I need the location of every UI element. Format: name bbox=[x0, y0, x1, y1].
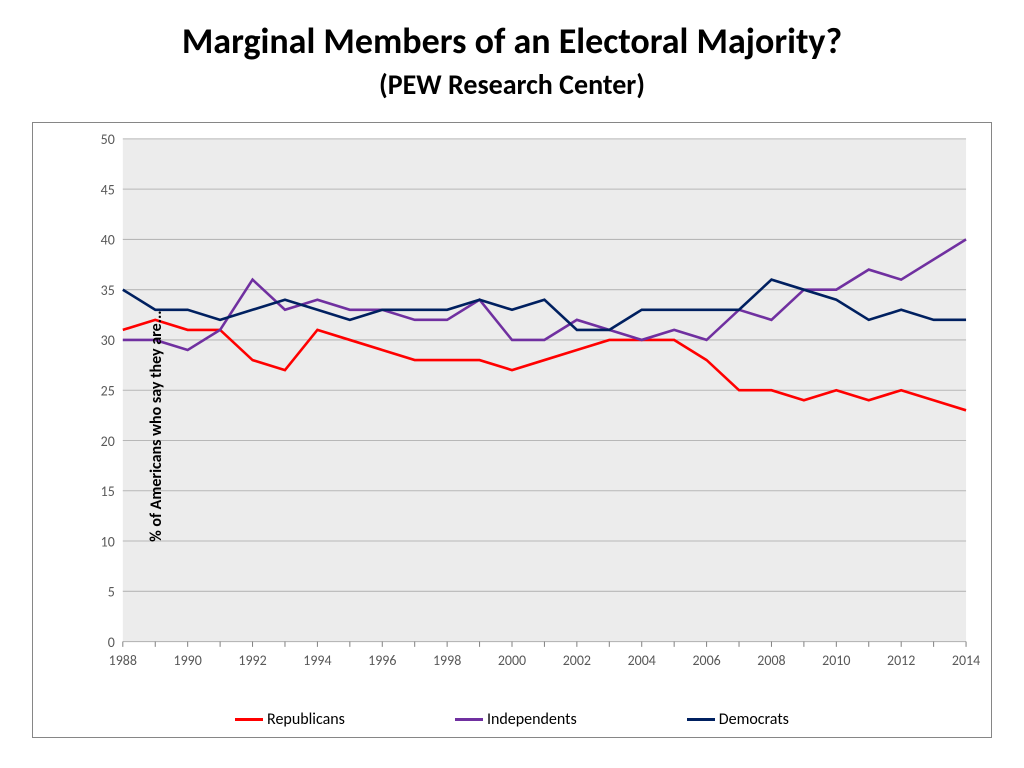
svg-text:1992: 1992 bbox=[238, 651, 266, 670]
svg-text:2010: 2010 bbox=[822, 651, 850, 670]
svg-text:20: 20 bbox=[101, 432, 115, 451]
svg-text:15: 15 bbox=[101, 482, 115, 501]
svg-text:30: 30 bbox=[101, 331, 115, 350]
svg-text:2002: 2002 bbox=[563, 651, 591, 670]
svg-text:2000: 2000 bbox=[498, 651, 526, 670]
title-block: Marginal Members of an Electoral Majorit… bbox=[0, 0, 1024, 112]
svg-text:45: 45 bbox=[101, 180, 115, 199]
line-chart: 0 5 10 15 20 25 30 35 40 45 50 1988 1990 1992 1994 1996… bbox=[33, 123, 991, 737]
svg-text:1994: 1994 bbox=[303, 651, 332, 670]
legend-swatch bbox=[687, 718, 715, 721]
svg-text:1990: 1990 bbox=[174, 651, 202, 670]
svg-text:2004: 2004 bbox=[628, 651, 657, 670]
svg-text:25: 25 bbox=[101, 381, 115, 400]
legend-item-republicans: Republicans bbox=[235, 710, 345, 729]
legend-label: Democrats bbox=[719, 710, 789, 729]
svg-text:2014: 2014 bbox=[952, 651, 981, 670]
legend-swatch bbox=[235, 718, 263, 721]
legend: Republicans Independents Democrats bbox=[33, 710, 991, 729]
svg-text:2012: 2012 bbox=[887, 651, 915, 670]
svg-text:0: 0 bbox=[108, 633, 115, 652]
svg-text:5: 5 bbox=[108, 582, 115, 601]
legend-label: Independents bbox=[487, 710, 577, 729]
chart-container: % of Americans who say they are... 0 5 10 1… bbox=[32, 122, 992, 738]
svg-text:35: 35 bbox=[101, 281, 115, 300]
y-axis-label: % of Americans who say they are... bbox=[147, 311, 166, 542]
svg-text:1996: 1996 bbox=[368, 651, 396, 670]
page-title: Marginal Members of an Electoral Majorit… bbox=[0, 20, 1024, 63]
svg-text:50: 50 bbox=[101, 130, 115, 149]
legend-item-independents: Independents bbox=[455, 710, 577, 729]
svg-text:1998: 1998 bbox=[433, 651, 461, 670]
svg-text:40: 40 bbox=[101, 230, 115, 249]
svg-text:2008: 2008 bbox=[757, 651, 785, 670]
svg-text:2006: 2006 bbox=[692, 651, 720, 670]
page-subtitle: (PEW Research Center) bbox=[0, 67, 1024, 102]
svg-text:1988: 1988 bbox=[109, 651, 137, 670]
legend-item-democrats: Democrats bbox=[687, 710, 789, 729]
legend-label: Republicans bbox=[267, 710, 345, 729]
svg-text:10: 10 bbox=[101, 532, 115, 551]
legend-swatch bbox=[455, 718, 483, 721]
